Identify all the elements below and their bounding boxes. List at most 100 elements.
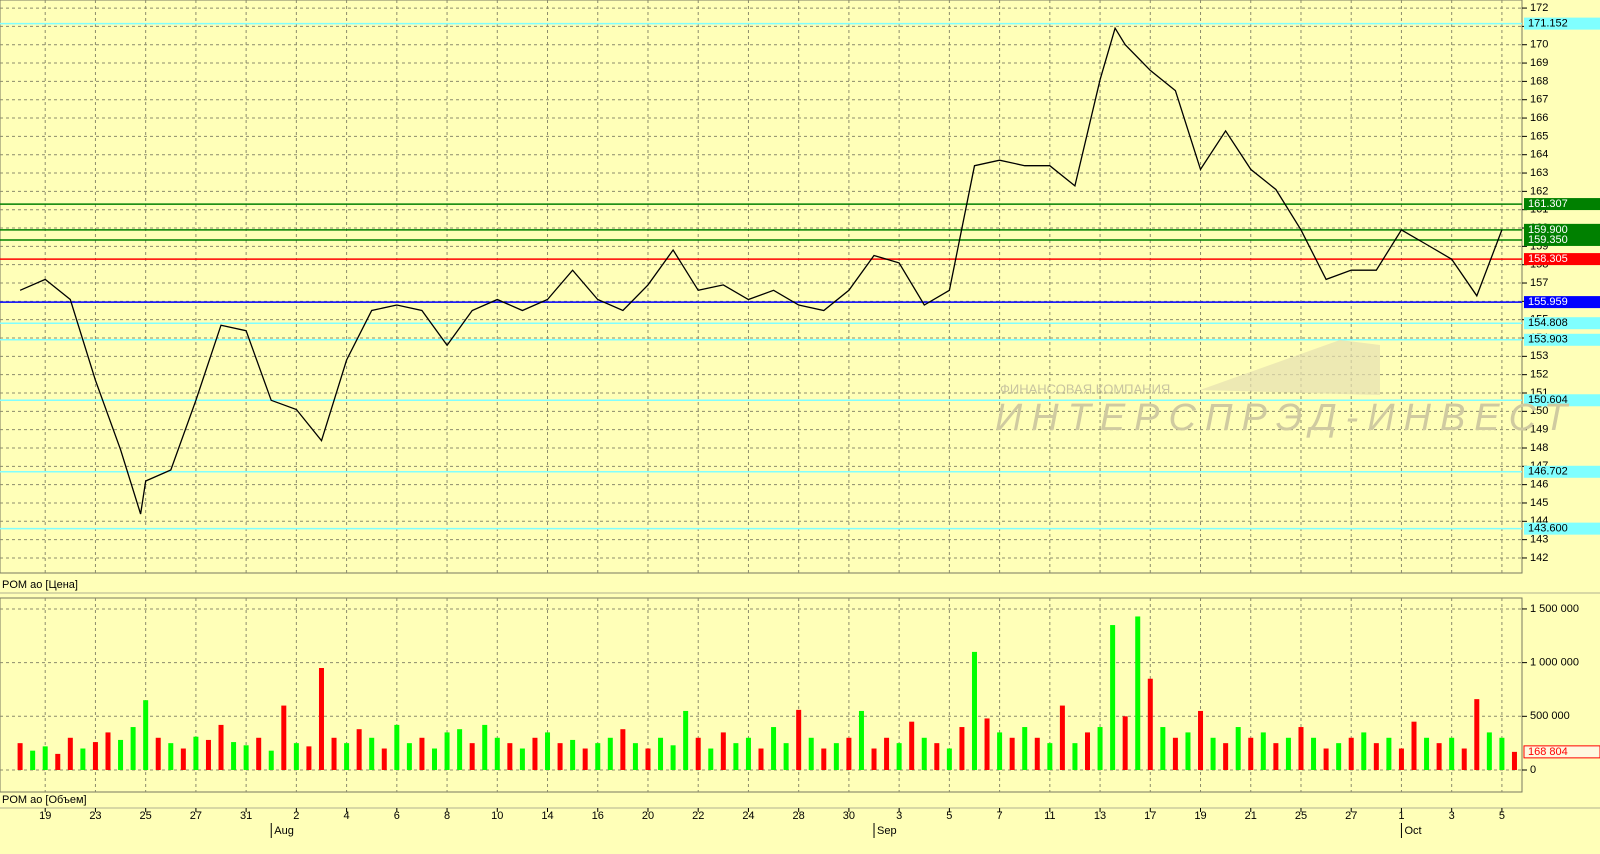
volume-bar xyxy=(243,745,249,770)
x-tick-label: 2 xyxy=(293,810,299,822)
watermark-logo xyxy=(1200,340,1380,395)
plot-frame xyxy=(0,597,1523,793)
volume-bar xyxy=(658,737,664,770)
volume-bar xyxy=(205,739,211,770)
y-tick-label: 145 xyxy=(1530,497,1548,509)
level-label-box xyxy=(1524,253,1600,266)
y-tick-label: 1 500 000 xyxy=(1530,603,1579,615)
volume-bar xyxy=(1059,705,1065,770)
volume-bar xyxy=(1022,727,1028,770)
x-tick-label: 24 xyxy=(742,810,754,822)
x-tick-label: 19 xyxy=(39,810,51,822)
x-tick-label: 16 xyxy=(592,810,604,822)
volume-bar xyxy=(846,737,852,770)
volume-bar xyxy=(871,748,877,770)
volume-bar xyxy=(494,737,500,770)
volume-bar xyxy=(570,739,576,770)
y-tick-label: 143 xyxy=(1530,534,1548,546)
volume-bar xyxy=(1511,751,1517,770)
y-tick-label: 500 000 xyxy=(1530,710,1570,722)
volume-bar xyxy=(155,737,161,770)
level-label: 155.959 xyxy=(1528,296,1568,308)
volume-bar xyxy=(118,739,124,770)
volume-bar xyxy=(143,700,149,770)
volume-bar xyxy=(959,727,965,770)
level-label-box xyxy=(1524,333,1600,346)
level-label-box xyxy=(1524,394,1600,407)
volume-bar xyxy=(971,651,977,770)
volume-bar xyxy=(369,737,375,770)
x-tick-label: 5 xyxy=(1499,810,1505,822)
volume-bar xyxy=(1235,727,1241,770)
volume-bar xyxy=(607,737,613,770)
volume-bar xyxy=(796,709,802,770)
x-tick-label: 7 xyxy=(997,810,1003,822)
volume-bar xyxy=(670,745,676,770)
volume-bar xyxy=(645,748,651,770)
y-tick-label: 162 xyxy=(1530,185,1548,197)
volume-bar xyxy=(1398,748,1404,770)
month-label: Aug xyxy=(274,825,294,837)
volume-bar xyxy=(1486,732,1492,770)
y-tick-label: 164 xyxy=(1530,149,1548,161)
volume-bar xyxy=(92,742,98,770)
volume-bar xyxy=(1461,748,1467,770)
volume-bar xyxy=(268,750,274,770)
level-label-box xyxy=(1524,296,1600,309)
volume-bar xyxy=(344,743,350,770)
level-label-box xyxy=(1524,522,1600,535)
x-tick-label: 21 xyxy=(1245,810,1257,822)
volume-bar xyxy=(532,737,538,770)
volume-bar xyxy=(921,737,927,770)
volume-bar xyxy=(55,753,61,770)
watermark-main: ИНТЕРСПРЭД-ИНВЕСТ xyxy=(995,397,1576,439)
x-tick-label: 31 xyxy=(240,810,252,822)
y-tick-label: 168 xyxy=(1530,75,1548,87)
volume-bar xyxy=(545,732,551,770)
x-tick-label: 27 xyxy=(190,810,202,822)
volume-bar xyxy=(218,724,224,770)
volume-bar xyxy=(482,724,488,770)
volume-bar xyxy=(30,750,36,770)
level-label-box xyxy=(1524,317,1600,330)
y-tick-label: 153 xyxy=(1530,350,1548,362)
volume-bar xyxy=(331,737,337,770)
y-tick-label: 150 xyxy=(1530,405,1548,417)
volume-bar xyxy=(1285,737,1291,770)
volume-bar xyxy=(1198,710,1204,770)
x-tick-label: 3 xyxy=(1449,810,1455,822)
volume-bar xyxy=(406,743,412,770)
volume-bar xyxy=(720,732,726,770)
y-tick-label: 0 xyxy=(1530,764,1536,776)
volume-bar xyxy=(1248,737,1254,770)
volume-bar xyxy=(1260,732,1266,770)
volume-bar xyxy=(306,746,312,770)
level-label: 159.900 xyxy=(1528,224,1568,236)
volume-bar xyxy=(1411,721,1417,770)
plot-frame xyxy=(0,0,1523,574)
x-tick-label: 28 xyxy=(793,810,805,822)
volume-bar xyxy=(620,729,626,770)
level-label: 150.604 xyxy=(1528,394,1568,406)
volume-bar xyxy=(984,718,990,770)
volume-bar xyxy=(997,732,1003,770)
volume-bar xyxy=(431,748,437,770)
volume-bar xyxy=(934,743,940,770)
x-tick-label: 4 xyxy=(344,810,350,822)
volume-bar xyxy=(231,742,237,770)
volume-bar xyxy=(1034,737,1040,770)
volume-bar xyxy=(1135,616,1141,770)
volume-bar xyxy=(519,748,525,770)
volume-bar xyxy=(1361,732,1367,770)
volume-bar xyxy=(1047,743,1053,770)
volume-bar xyxy=(281,705,287,770)
volume-bar xyxy=(1386,737,1392,770)
level-label-box xyxy=(1524,17,1600,30)
volume-bar xyxy=(419,737,425,770)
volume-bar xyxy=(1223,743,1229,770)
y-tick-label: 146 xyxy=(1530,479,1548,491)
volume-bar xyxy=(733,743,739,770)
volume-bar xyxy=(1373,743,1379,770)
volume-bar xyxy=(884,737,890,770)
